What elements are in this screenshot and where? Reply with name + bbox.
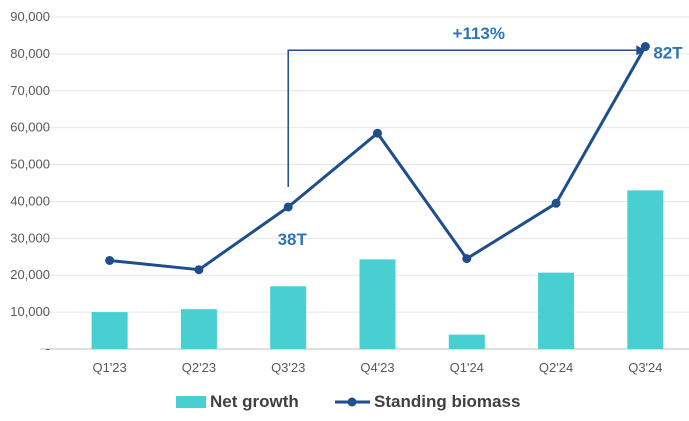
x-tick-label: Q3'24 [628, 360, 662, 375]
legend-swatch-net-growth [176, 396, 206, 408]
y-tick-label: 80,000 [10, 46, 50, 61]
point-Q1'24 [462, 254, 472, 264]
net-growth-bars [91, 190, 664, 349]
standing-biomass-path [109, 45, 647, 272]
bar-Q3'23 [270, 286, 307, 349]
x-axis-ticks: Q1'23 Q2'23 Q3'23 Q4'23 Q1'24 Q2'24 Q3'24 [92, 360, 662, 375]
x-tick-label: Q1'23 [92, 360, 126, 375]
point-Q3'24 [640, 42, 650, 52]
y-axis-ticks: - 10,000 20,000 30,000 40,000 50,000 60,000 70,… [10, 9, 50, 356]
annotations: 38T 82T +113% [278, 24, 684, 249]
y-tick-label: 10,000 [10, 304, 50, 319]
y-tick-label: - [46, 341, 50, 356]
y-tick-label: 60,000 [10, 120, 50, 135]
point-Q3'23 [283, 202, 293, 212]
y-tick-label: 30,000 [10, 230, 50, 245]
growth-arrow-head [636, 45, 646, 56]
bar-Q1'23 [91, 312, 128, 349]
annotation-82T: 82T [653, 44, 683, 63]
bar-Q4'23 [359, 259, 396, 349]
legend: Net growth Standing biomass [176, 392, 520, 411]
standing-biomass-line [105, 42, 650, 275]
bar-Q2'23 [180, 309, 217, 349]
x-tick-label: Q2'24 [539, 360, 573, 375]
x-tick-label: Q3'23 [271, 360, 305, 375]
x-tick-label: Q4'23 [360, 360, 394, 375]
y-tick-label: 90,000 [10, 9, 50, 24]
y-tick-label: 70,000 [10, 83, 50, 98]
y-tick-label: 40,000 [10, 193, 50, 208]
legend-label-net-growth: Net growth [210, 392, 299, 411]
annotation-38T: 38T [278, 230, 308, 249]
growth-arrow-line [287, 49, 640, 187]
annotation-growth: +113% [453, 24, 505, 43]
x-tick-label: Q2'23 [182, 360, 216, 375]
point-Q2'23 [194, 265, 204, 275]
point-Q4'23 [373, 128, 382, 138]
legend-label-standing-biomass: Standing biomass [374, 392, 520, 411]
bar-Q2'24 [538, 272, 575, 349]
point-Q2'24 [551, 198, 561, 208]
x-tick-label: Q1'24 [450, 360, 484, 375]
legend-swatch-point [347, 397, 357, 407]
point-Q1'23 [105, 255, 115, 265]
bar-Q1'24 [448, 334, 485, 349]
y-tick-label: 50,000 [10, 157, 50, 172]
bar-Q3'24 [627, 190, 664, 349]
y-tick-label: 20,000 [10, 267, 50, 282]
gridlines [40, 16, 689, 350]
